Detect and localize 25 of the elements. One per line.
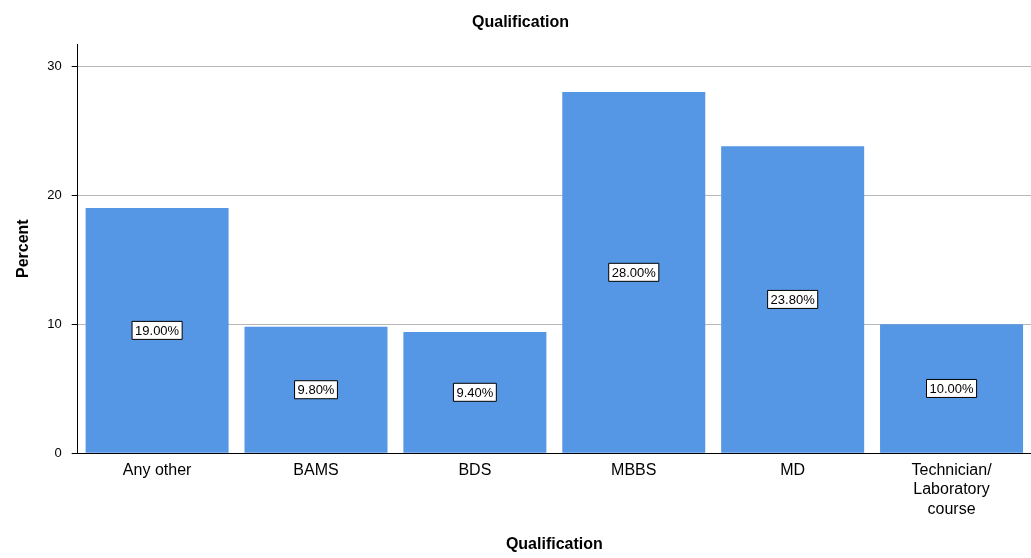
bar — [562, 91, 706, 453]
x-tick-label: BAMS — [293, 461, 339, 479]
x-axis-title: Qualification — [505, 534, 603, 552]
y-axis-title: Percent — [14, 218, 32, 279]
y-tick-label: 30 — [47, 57, 62, 73]
data-label: 23.80% — [770, 291, 816, 307]
data-label: 19.00% — [135, 322, 180, 338]
y-tick-label: 20 — [47, 186, 62, 202]
y-tick-label: 0 — [54, 444, 62, 460]
bar — [403, 331, 547, 453]
data-label: 9.80% — [297, 382, 335, 398]
bar — [244, 326, 388, 453]
x-tick-label: MD — [780, 461, 806, 479]
x-tick-label: BDS — [458, 461, 492, 479]
x-tick-label: Technician/ Laboratory course — [911, 461, 993, 517]
bar — [85, 208, 229, 453]
x-tick-label: MBBS — [611, 461, 657, 479]
bar — [721, 146, 865, 453]
x-tick-label: Any other — [122, 461, 193, 479]
y-tick-label: 10 — [47, 315, 62, 331]
bar — [880, 324, 1024, 453]
data-label: 10.00% — [929, 381, 975, 397]
data-label: 28.00% — [611, 264, 657, 280]
chart-title: Qualification — [472, 13, 569, 31]
data-label: 9.40% — [456, 384, 494, 400]
